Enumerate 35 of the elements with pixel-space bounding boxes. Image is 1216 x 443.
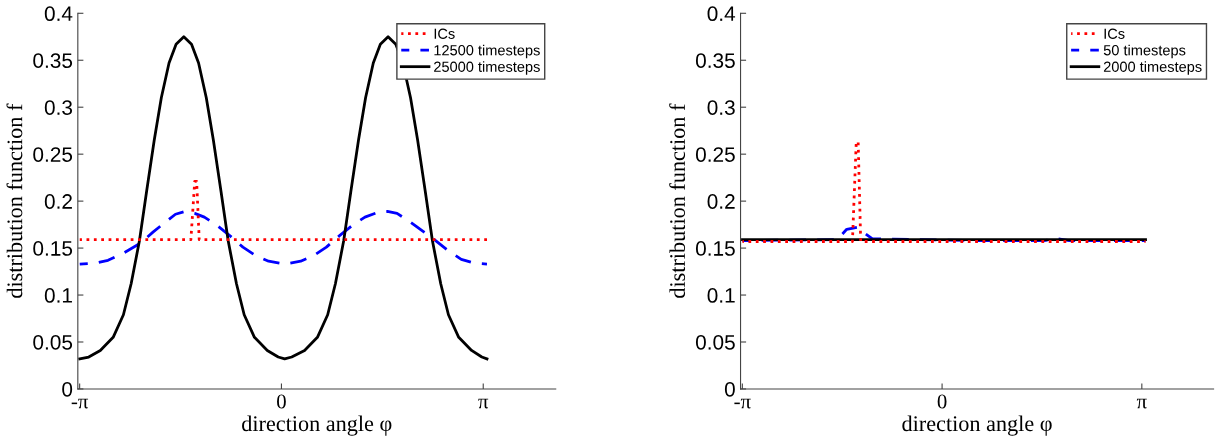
y-tick-label: 0.35	[695, 53, 735, 68]
legend-label: 2000 timesteps	[1103, 61, 1202, 75]
x-tick-label: -π	[71, 398, 89, 409]
y-tick-label: 0.1	[707, 288, 735, 303]
y-tick-label: 0.05	[695, 335, 735, 350]
y-tick-label: 0.2	[707, 194, 735, 209]
x-axis-title: direction angle φ	[902, 415, 1052, 436]
line-series	[78, 210, 489, 266]
legend-label: ICs	[434, 28, 455, 39]
legend-label: 25000 timesteps	[434, 61, 540, 75]
y-tick-label: 0.25	[33, 147, 73, 162]
y-tick-label: 0.15	[695, 241, 735, 256]
y-tick-label: 0.1	[44, 288, 72, 303]
x-tick-label: π	[1136, 398, 1147, 409]
y-tick-label: 0.3	[44, 100, 73, 115]
y-tick-label: 0.4	[44, 6, 73, 22]
y-tick-label: 0.05	[33, 335, 73, 350]
legend-label: 12500 timesteps	[434, 44, 540, 59]
legend-label: ICs	[1104, 28, 1125, 39]
y-tick-label: 0.35	[33, 53, 73, 68]
y-tick-label: 0	[724, 381, 735, 397]
y-tick-label: 0.2	[44, 194, 72, 209]
x-axis-title: direction angle φ	[242, 415, 392, 436]
x-tick-label: 0	[277, 394, 286, 409]
x-tick-label: π	[478, 398, 489, 409]
y-tick-label: 0.15	[33, 241, 73, 256]
y-tick-label: 0.25	[695, 147, 735, 162]
x-tick-label: -π	[734, 398, 751, 409]
y-tick-label: 0.3	[707, 100, 735, 115]
y-tick-label: 0	[62, 381, 73, 397]
legend-label: 50 timesteps	[1103, 44, 1186, 59]
x-tick-label: 0	[937, 394, 947, 409]
y-axis-title: distribution function f	[6, 103, 23, 298]
y-axis-title: distribution function f	[669, 103, 686, 298]
y-tick-label: 0.4	[707, 6, 736, 22]
